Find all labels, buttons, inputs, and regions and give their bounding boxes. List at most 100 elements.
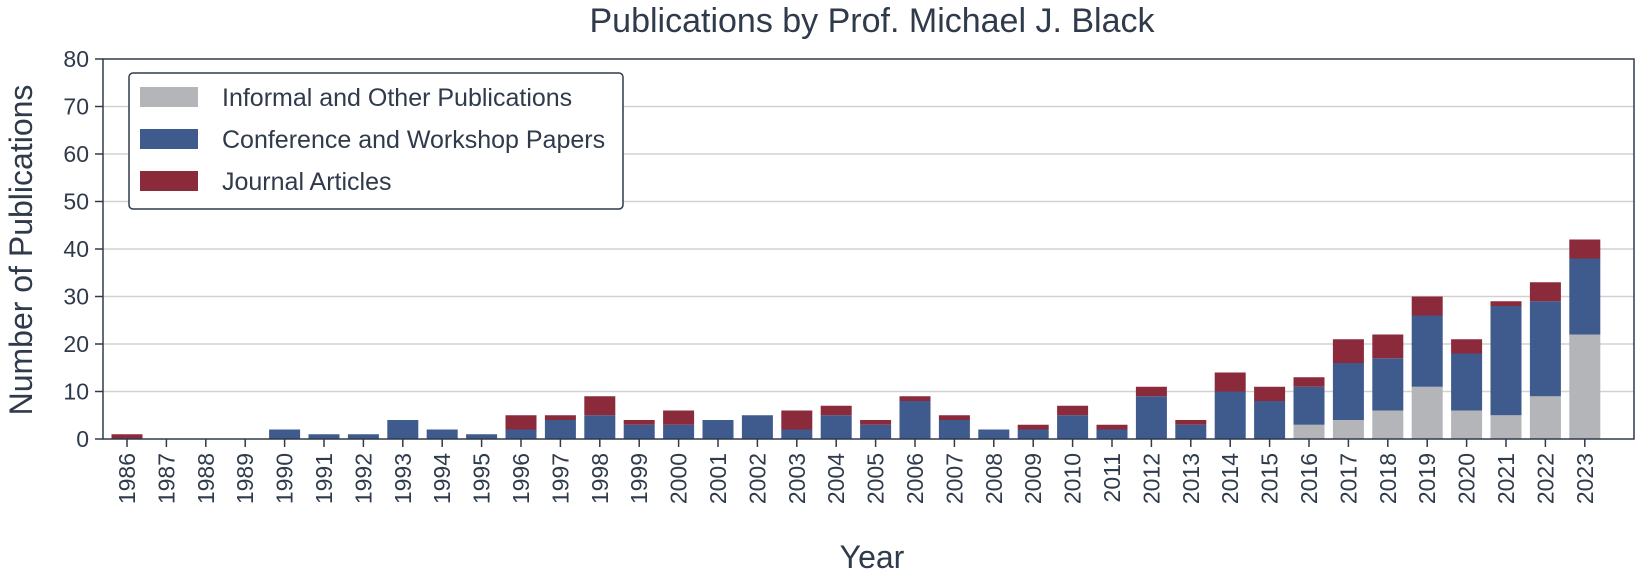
x-tick-label: 2004	[823, 453, 849, 504]
x-tick-label: 1989	[232, 453, 258, 504]
y-tick-label: 20	[63, 331, 89, 357]
bar-segment-conference-2004	[820, 415, 852, 439]
bar-segment-journal-1986	[111, 434, 143, 439]
x-tick-label: 1987	[153, 453, 179, 504]
bar-segment-conference-2015	[1254, 401, 1286, 439]
bar-segment-journal-1996	[505, 415, 537, 430]
y-tick-label: 0	[76, 426, 89, 452]
bar-segment-journal-2010	[1057, 405, 1089, 416]
x-tick-label: 2000	[666, 453, 692, 504]
x-tick-label: 1990	[272, 453, 298, 504]
bar-segment-journal-2015	[1254, 386, 1286, 401]
x-tick-label: 2002	[744, 453, 770, 504]
bar-segment-journal-2000	[663, 410, 695, 425]
bar-segment-conference-1993	[387, 420, 419, 439]
bar-segment-journal-2011	[1096, 424, 1128, 430]
x-tick-label: 1996	[508, 453, 534, 504]
bar-segment-journal-2021	[1490, 301, 1522, 306]
x-tick-label: 1991	[311, 453, 337, 504]
bar-segment-journal-2012	[1135, 386, 1167, 397]
bar-segment-conference-1992	[347, 434, 379, 439]
bar-segment-conference-2020	[1451, 353, 1483, 411]
bar-segment-conference-1999	[623, 424, 655, 439]
x-tick-label: 2006	[902, 453, 928, 504]
y-tick-label: 40	[63, 236, 89, 262]
bar-segment-journal-2006	[899, 396, 931, 401]
legend-label-informal: Informal and Other Publications	[222, 84, 572, 112]
bar-segment-journal-2019	[1411, 296, 1443, 316]
legend: Informal and Other Publications Conferen…	[128, 72, 624, 210]
bar-segment-journal-2004	[820, 405, 852, 416]
y-tick-label: 10	[63, 379, 89, 405]
legend-frame	[128, 72, 624, 210]
bar-segment-conference-2006	[899, 401, 931, 439]
bar-segment-journal-2023	[1569, 239, 1601, 259]
bar-segment-informal-2017	[1332, 420, 1364, 439]
bar-segment-conference-1998	[584, 415, 616, 439]
x-tick-label: 2016	[1296, 453, 1322, 504]
bar-segment-conference-2022	[1529, 301, 1561, 397]
x-tick-label: 1986	[114, 453, 140, 504]
bar-segment-conference-2018	[1372, 358, 1404, 411]
bar-segment-conference-2001	[702, 420, 734, 439]
bar-segment-conference-2003	[781, 429, 813, 439]
chart-title: Publications by Prof. Michael J. Black	[589, 2, 1155, 40]
bar-segment-journal-1997	[544, 415, 576, 420]
bar-segment-conference-2021	[1490, 306, 1522, 416]
x-tick-label: 1998	[587, 453, 613, 504]
legend-label-journal: Journal Articles	[222, 168, 392, 196]
x-tick-label: 1994	[429, 453, 455, 504]
bar-segment-journal-2005	[860, 420, 892, 425]
axis-ticks: 0 10 20 30 40 50 60 70 80 1986 1987 1988 1989 1990 199…	[63, 46, 1597, 504]
bar-segment-conference-2002	[741, 415, 773, 439]
bar-segment-informal-2018	[1372, 410, 1404, 439]
y-axis-label: Number of Publications	[3, 85, 39, 416]
bar-segment-conference-2010	[1057, 415, 1089, 439]
y-tick-label: 30	[63, 284, 89, 310]
bar-segment-informal-2021	[1490, 415, 1522, 439]
bar-segment-conference-2013	[1175, 424, 1207, 439]
x-tick-label: 2005	[863, 453, 889, 504]
legend-swatch-conference	[140, 129, 198, 149]
bar-segment-journal-2013	[1175, 420, 1207, 425]
legend-swatch-journal	[140, 171, 198, 191]
x-tick-label: 1995	[469, 453, 495, 504]
y-tick-label: 50	[63, 189, 89, 215]
x-tick-label: 2014	[1217, 453, 1243, 504]
bar-segment-conference-2023	[1569, 258, 1601, 335]
bar-segment-conference-2008	[978, 429, 1010, 439]
x-tick-label: 1993	[390, 453, 416, 504]
x-tick-label: 1988	[193, 453, 219, 504]
x-tick-label: 2003	[784, 453, 810, 504]
x-tick-label: 2020	[1454, 453, 1480, 504]
x-tick-label: 2018	[1375, 453, 1401, 504]
y-tick-label: 80	[63, 46, 89, 72]
bar-segment-conference-1991	[308, 434, 340, 439]
bar-segment-journal-2014	[1214, 372, 1246, 392]
bar-segment-informal-2020	[1451, 410, 1483, 439]
x-tick-label: 2010	[1060, 453, 1086, 504]
bar-segment-conference-1994	[426, 429, 458, 439]
x-tick-label: 2011	[1099, 453, 1125, 502]
bar-segment-conference-2011	[1096, 429, 1128, 439]
x-tick-label: 2022	[1532, 453, 1558, 504]
bar-segment-journal-2007	[938, 415, 970, 420]
x-tick-label: 2012	[1138, 453, 1164, 504]
y-tick-label: 70	[63, 94, 89, 120]
bar-segment-journal-2018	[1372, 334, 1404, 359]
bar-segment-conference-2007	[938, 420, 970, 439]
x-tick-label: 1992	[350, 453, 376, 504]
bar-segment-conference-1997	[544, 420, 576, 439]
bar-segment-conference-1995	[466, 434, 498, 439]
legend-label-conference: Conference and Workshop Papers	[222, 126, 605, 154]
x-tick-label: 2017	[1335, 453, 1361, 504]
bar-segment-informal-2022	[1529, 396, 1561, 439]
bar-segment-conference-1996	[505, 429, 537, 439]
y-tick-label: 60	[63, 141, 89, 167]
bar-segment-informal-2016	[1293, 424, 1325, 439]
bar-segment-journal-2016	[1293, 377, 1325, 387]
bars	[111, 239, 1601, 439]
x-tick-label: 2007	[941, 453, 967, 504]
bar-segment-journal-2009	[1017, 424, 1049, 430]
